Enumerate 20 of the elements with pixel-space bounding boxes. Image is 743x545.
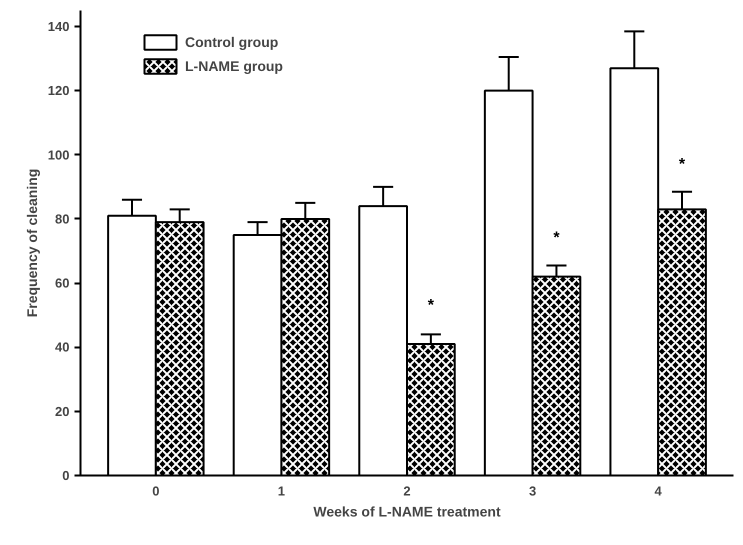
x-axis-title: Weeks of L-NAME treatment [313,504,501,520]
legend-label: L-NAME group [185,58,283,74]
y-tick-label: 40 [55,340,70,355]
y-axis-title: Frequency of cleaning [24,168,40,318]
annotation: * [553,230,560,247]
y-tick-label: 60 [55,276,70,291]
y-tick-label: 80 [55,211,70,226]
annotation: * [428,297,435,314]
x-tick-label: 2 [403,484,411,498]
x-tick-label: 0 [152,484,160,498]
x-tick-label: 1 [278,484,286,498]
x-tick-label: 3 [528,484,536,498]
y-tick-label: 20 [55,404,70,419]
y-tick-label: 100 [48,147,70,162]
annotation: * [678,156,686,173]
legend-label: Control group [185,34,278,50]
y-tick-label: 120 [48,83,70,98]
y-tick-label: 140 [48,19,70,34]
y-tick-label: 0 [62,468,70,483]
x-tick-label: 4 [654,484,663,498]
